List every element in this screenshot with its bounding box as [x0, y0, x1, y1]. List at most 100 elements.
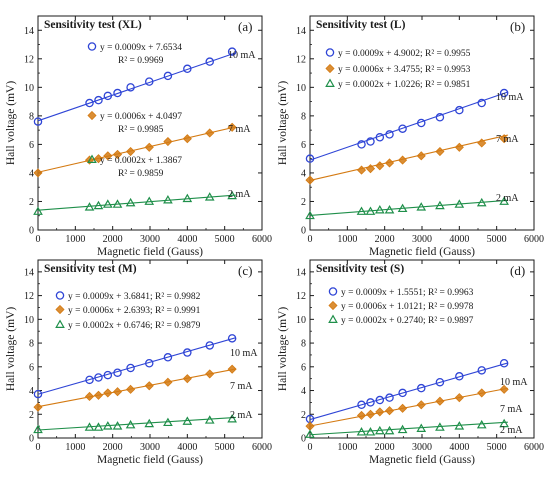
current-label: 2 mA — [228, 189, 251, 200]
fit-line — [37, 337, 237, 395]
series-circle: y = 0.0009x + 3.6841; R² = 0.9982 10 mA — [33, 291, 258, 399]
data-point — [145, 358, 154, 368]
data-point — [33, 117, 43, 126]
data-point — [94, 373, 103, 382]
x-tick-label: 6000 — [252, 442, 272, 453]
data-point — [125, 197, 136, 207]
current-label: 2 mA — [230, 410, 253, 421]
data-point — [397, 424, 408, 434]
data-point — [126, 146, 136, 157]
data-point — [112, 387, 123, 397]
legend-marker — [55, 291, 65, 300]
data-point — [384, 158, 395, 168]
data-point — [499, 384, 509, 394]
legend-marker — [328, 287, 338, 296]
data-point — [385, 130, 394, 139]
data-point — [182, 134, 192, 144]
x-tick-label: 5000 — [215, 442, 235, 453]
legend-text: y = 0.0006x + 2.6393; R² = 0.9991 — [68, 306, 201, 316]
fit-line — [37, 52, 237, 122]
y-tick-label: 2 — [301, 410, 306, 421]
data-point — [33, 206, 43, 215]
series-circle: y = 0.0009x + 4.9002; R² = 0.9955 10 mA — [305, 48, 524, 163]
x-tick-label: 5000 — [487, 442, 507, 453]
data-point — [374, 205, 385, 214]
current-label: 2 mA — [496, 193, 519, 204]
series-triangle: y = 0.0002x + 0.2740; R² = 0.9897 2 mA — [305, 314, 523, 438]
data-point — [182, 374, 192, 384]
y-axis-label: Hall voltage (mV) — [277, 307, 289, 391]
data-point — [84, 202, 95, 211]
data-point — [435, 200, 445, 210]
y-tick-label: 6 — [301, 140, 306, 151]
x-axis-label: Magnetic field (Gauss) — [369, 246, 475, 258]
data-point — [397, 203, 408, 213]
data-point — [435, 377, 445, 387]
data-point — [227, 414, 237, 423]
data-point — [227, 122, 237, 132]
data-point — [365, 164, 376, 174]
y-tick-label: 12 — [296, 54, 306, 65]
fit-line — [37, 368, 236, 408]
chart-title: Sensitivity test (M) — [44, 263, 137, 275]
legend-text: R² = 0.9859 — [118, 169, 164, 179]
data-point — [477, 388, 487, 398]
data-point — [102, 199, 113, 208]
data-point — [305, 421, 315, 431]
data-point — [113, 88, 122, 98]
data-point — [384, 205, 395, 214]
legend-text: y = 0.0002x + 0.6746; R² = 0.9879 — [68, 321, 201, 331]
series-circle: y = 0.0009x + 1.5551; R² = 0.9963 10 mA — [305, 287, 528, 424]
y-tick-label: 0 — [29, 226, 34, 237]
data-point — [112, 149, 123, 159]
y-tick-label: 6 — [29, 140, 34, 151]
y-tick-label: 0 — [301, 226, 306, 237]
current-label: 7 mA — [228, 124, 251, 135]
data-point — [454, 199, 465, 208]
data-point — [454, 142, 464, 152]
x-tick-label: 1000 — [337, 234, 357, 245]
legend-text: R² = 0.9985 — [118, 125, 164, 135]
series-diamond: y = 0.0006x + 3.4755; R² = 0.9953 7 mA — [305, 63, 519, 185]
x-tick-label: 3000 — [412, 234, 432, 245]
x-tick-label: 3000 — [140, 442, 160, 453]
fit-line — [309, 362, 509, 421]
fit-line — [309, 421, 508, 436]
data-point — [357, 140, 366, 149]
current-label: 10 mA — [500, 377, 528, 388]
data-point — [33, 389, 43, 399]
data-point — [94, 95, 103, 105]
legend-marker — [325, 48, 335, 57]
x-tick-label: 2000 — [103, 234, 123, 245]
data-point — [398, 155, 408, 165]
data-point — [103, 91, 113, 101]
data-point — [144, 196, 155, 205]
data-point — [103, 370, 113, 380]
y-tick-label: 8 — [301, 339, 306, 350]
x-tick-label: 1000 — [337, 442, 357, 453]
data-point — [476, 419, 487, 429]
data-point — [204, 192, 215, 201]
data-point — [476, 197, 487, 207]
data-point — [375, 395, 385, 405]
y-tick-label: 4 — [29, 386, 34, 397]
y-tick-label: 12 — [24, 291, 34, 302]
chart-panel-b: 0 1000 2000 3000 4000 5000 6000 0 2 4 6 8 10 12 14 Magn… — [277, 15, 544, 258]
legend-marker — [325, 78, 335, 87]
data-point — [366, 398, 375, 407]
data-point — [227, 334, 237, 343]
data-point — [205, 341, 214, 350]
x-tick-label: 6000 — [252, 234, 272, 245]
data-point — [85, 98, 94, 108]
x-tick-label: 0 — [36, 442, 41, 453]
x-tick-label: 2000 — [375, 442, 395, 453]
y-tick-label: 10 — [296, 83, 306, 94]
current-label: 10 mA — [228, 50, 256, 61]
data-point — [163, 195, 173, 204]
x-tick-label: 3000 — [412, 442, 432, 453]
x-tick-label: 0 — [308, 442, 313, 453]
data-point — [84, 391, 95, 402]
y-tick-label: 10 — [296, 315, 306, 326]
data-point — [455, 105, 464, 115]
data-point — [144, 418, 155, 428]
